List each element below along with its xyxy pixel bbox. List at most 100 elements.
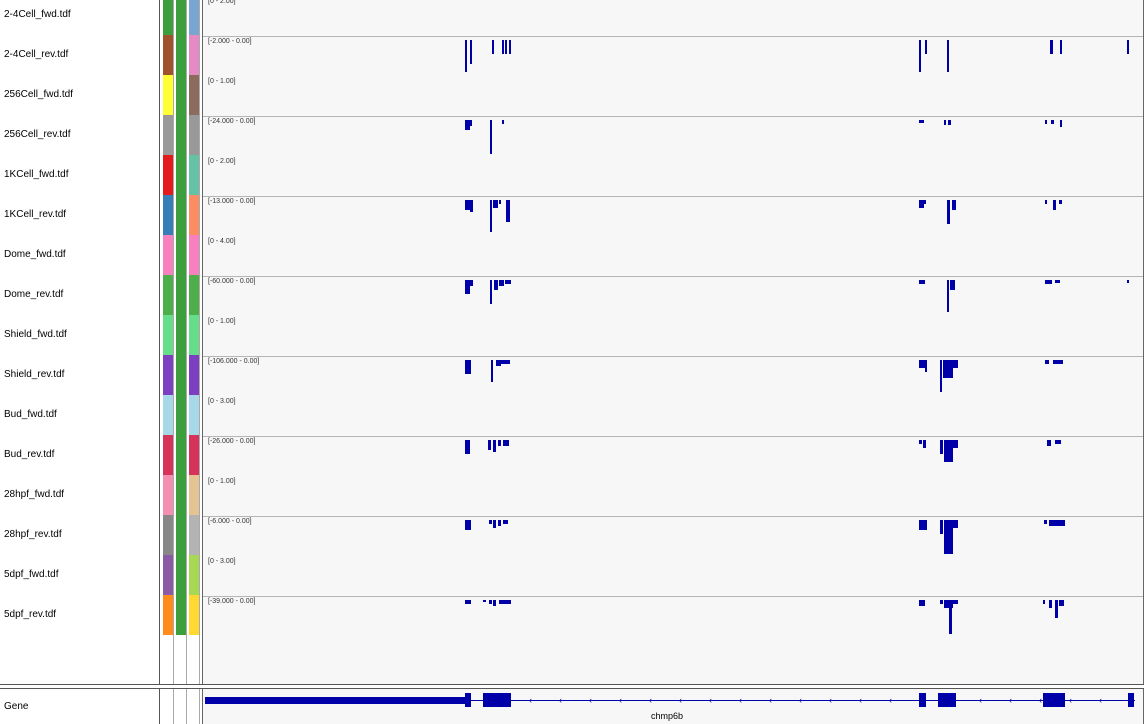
track-name[interactable]: 1KCell_rev.tdf bbox=[4, 209, 67, 220]
attribute-color-cell[interactable] bbox=[189, 515, 199, 555]
coverage-bar[interactable] bbox=[953, 440, 958, 448]
coverage-bar[interactable] bbox=[947, 280, 949, 312]
coverage-bar[interactable] bbox=[952, 200, 956, 210]
attribute-color-cell[interactable] bbox=[163, 0, 173, 35]
attribute-color-cell[interactable] bbox=[176, 515, 186, 555]
coverage-bar[interactable] bbox=[919, 120, 924, 123]
coverage-bar[interactable] bbox=[489, 520, 492, 524]
coverage-bar[interactable] bbox=[1045, 120, 1047, 124]
track-name[interactable]: 5dpf_fwd.tdf bbox=[4, 569, 59, 580]
coverage-bar[interactable] bbox=[943, 360, 953, 378]
coverage-bar[interactable] bbox=[465, 520, 471, 530]
coverage-bar[interactable] bbox=[491, 360, 493, 382]
coverage-bar[interactable] bbox=[1044, 520, 1047, 524]
coverage-bar[interactable] bbox=[940, 520, 943, 534]
track-name[interactable]: 1KCell_fwd.tdf bbox=[4, 169, 69, 180]
coverage-bar[interactable] bbox=[1050, 40, 1053, 54]
coverage-bar[interactable] bbox=[1060, 40, 1062, 54]
coverage-bar[interactable] bbox=[498, 440, 501, 446]
attribute-color-cell[interactable] bbox=[189, 195, 199, 235]
coverage-bar[interactable] bbox=[465, 440, 470, 454]
track-name[interactable]: Bud_rev.tdf bbox=[4, 449, 55, 460]
gene-exon-block[interactable] bbox=[919, 693, 926, 707]
coverage-bar[interactable] bbox=[503, 440, 509, 446]
coverage-bar[interactable] bbox=[496, 360, 501, 366]
coverage-bar[interactable] bbox=[493, 520, 496, 528]
attribute-color-cell[interactable] bbox=[176, 555, 186, 595]
attribute-color-cell[interactable] bbox=[176, 275, 186, 315]
gene-exon-block[interactable] bbox=[483, 693, 511, 707]
coverage-bar[interactable] bbox=[950, 280, 955, 290]
track-name[interactable]: 2-4Cell_fwd.tdf bbox=[4, 9, 71, 20]
attribute-color-cell[interactable] bbox=[189, 595, 199, 635]
attribute-color-cell[interactable] bbox=[189, 315, 199, 355]
attribute-color-cell[interactable] bbox=[163, 275, 173, 315]
coverage-bar[interactable] bbox=[947, 40, 949, 72]
coverage-bar[interactable] bbox=[919, 360, 925, 368]
attribute-color-cell[interactable] bbox=[189, 275, 199, 315]
coverage-bar[interactable] bbox=[940, 600, 943, 604]
coverage-bar[interactable] bbox=[470, 280, 473, 286]
coverage-bar[interactable] bbox=[489, 600, 492, 604]
coverage-bar[interactable] bbox=[1043, 600, 1045, 604]
attribute-color-cell[interactable] bbox=[176, 155, 186, 195]
track-name[interactable]: 5dpf_rev.tdf bbox=[4, 609, 57, 620]
coverage-bar[interactable] bbox=[493, 200, 498, 208]
coverage-bar[interactable] bbox=[492, 40, 494, 54]
coverage-bar[interactable] bbox=[949, 600, 952, 634]
track-name[interactable]: 256Cell_rev.tdf bbox=[4, 129, 71, 140]
attribute-color-cell[interactable] bbox=[176, 435, 186, 475]
attribute-color-cell[interactable] bbox=[176, 475, 186, 515]
coverage-bar[interactable] bbox=[490, 120, 492, 154]
coverage-bar[interactable] bbox=[505, 280, 511, 284]
attribute-color-cell[interactable] bbox=[189, 0, 199, 35]
coverage-bar[interactable] bbox=[499, 280, 504, 286]
coverage-bar[interactable] bbox=[923, 440, 926, 448]
coverage-bar[interactable] bbox=[925, 40, 927, 54]
data-panel[interactable]: [0 - 2.00] [-2.000 - 0.00] [0 - 1.00] [-24.… bbox=[202, 0, 1144, 684]
attribute-color-cell[interactable] bbox=[189, 395, 199, 435]
gene-exon-block[interactable] bbox=[465, 693, 471, 707]
coverage-bar[interactable] bbox=[919, 280, 925, 284]
coverage-bar[interactable] bbox=[919, 200, 924, 208]
coverage-bar[interactable] bbox=[1045, 200, 1047, 204]
coverage-bar[interactable] bbox=[1059, 600, 1064, 606]
attribute-color-cell[interactable] bbox=[189, 555, 199, 595]
gene-exon-block[interactable] bbox=[205, 697, 467, 704]
coverage-bar[interactable] bbox=[953, 520, 958, 528]
track-name[interactable]: 256Cell_fwd.tdf bbox=[4, 89, 73, 100]
coverage-bar[interactable] bbox=[465, 40, 467, 72]
coverage-bar[interactable] bbox=[944, 520, 953, 554]
coverage-bar[interactable] bbox=[940, 440, 943, 454]
coverage-bar[interactable] bbox=[470, 40, 472, 64]
coverage-bar[interactable] bbox=[503, 520, 508, 524]
attribute-color-cell[interactable] bbox=[163, 395, 173, 435]
attribute-color-cell[interactable] bbox=[176, 115, 186, 155]
attribute-color-cell[interactable] bbox=[176, 195, 186, 235]
coverage-bar[interactable] bbox=[919, 520, 927, 530]
coverage-bar[interactable] bbox=[919, 40, 921, 72]
coverage-bar[interactable] bbox=[465, 280, 470, 294]
coverage-bar[interactable] bbox=[944, 600, 953, 608]
attribute-color-cell[interactable] bbox=[163, 115, 173, 155]
attribute-color-cell[interactable] bbox=[163, 155, 173, 195]
attribute-color-cell[interactable] bbox=[163, 515, 173, 555]
coverage-bar[interactable] bbox=[483, 600, 486, 602]
coverage-bar[interactable] bbox=[925, 360, 927, 372]
gene-track-panel[interactable]: chmp6b ‹ ‹ ‹ ‹ ‹ ‹ ‹ ‹ ‹ ‹ ‹ ‹ ‹ ‹ ‹ ‹ ‹ ‹ ‹ ‹ ‹ ‹ bbox=[202, 689, 1144, 724]
coverage-bar[interactable] bbox=[502, 120, 504, 124]
coverage-bar[interactable] bbox=[494, 280, 498, 290]
attribute-color-cell[interactable] bbox=[189, 115, 199, 155]
track-name[interactable]: Bud_fwd.tdf bbox=[4, 409, 57, 420]
gene-symbol-label[interactable]: chmp6b bbox=[651, 711, 684, 721]
attribute-color-cell[interactable] bbox=[189, 475, 199, 515]
coverage-bar[interactable] bbox=[509, 40, 511, 54]
attribute-color-cell[interactable] bbox=[163, 555, 173, 595]
gene-exon-block[interactable] bbox=[1128, 693, 1134, 707]
coverage-bar[interactable] bbox=[501, 360, 510, 364]
attribute-color-cell[interactable] bbox=[189, 355, 199, 395]
coverage-bar[interactable] bbox=[499, 200, 501, 204]
coverage-bar[interactable] bbox=[465, 600, 471, 604]
coverage-bar[interactable] bbox=[470, 200, 473, 212]
coverage-bar[interactable] bbox=[1127, 40, 1129, 54]
